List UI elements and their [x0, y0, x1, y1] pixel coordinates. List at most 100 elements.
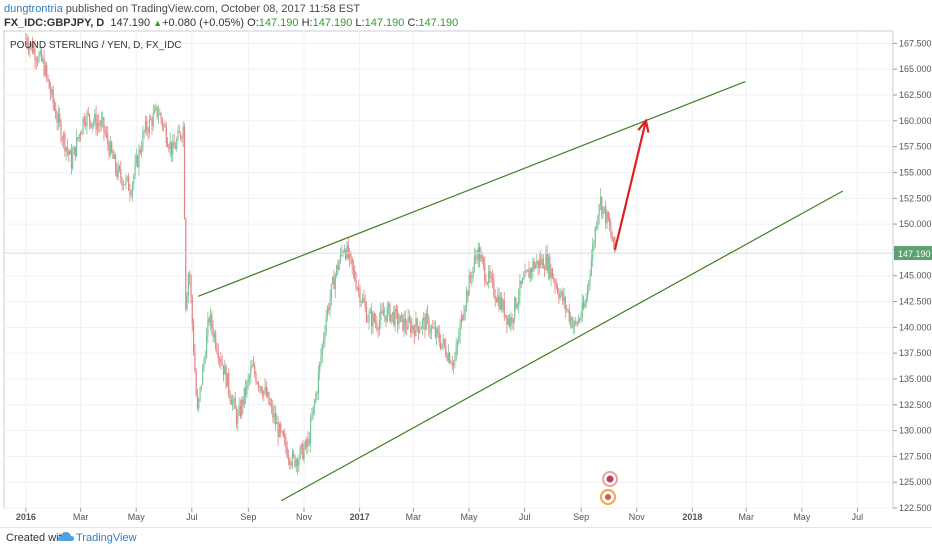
candle-body [589, 274, 591, 282]
y-tick-label: 140.000 [899, 322, 932, 332]
candle-body [114, 155, 117, 170]
candle-body [338, 261, 340, 270]
candle-body [447, 353, 449, 361]
candle-body [36, 60, 39, 62]
candle-body [51, 89, 53, 95]
candle-body [343, 250, 345, 254]
candle-body [481, 255, 483, 259]
candle-body [333, 277, 335, 290]
candle-body [66, 147, 69, 151]
candle-body [502, 300, 504, 310]
candle-body [178, 130, 180, 133]
candle-body [168, 146, 170, 149]
candle-body [407, 317, 409, 330]
candle-body [267, 392, 269, 397]
candle-body [560, 291, 563, 294]
candle-body [385, 315, 387, 322]
candle-body [77, 137, 79, 139]
candle-body [438, 333, 440, 343]
candle-body [316, 393, 318, 395]
price-chart[interactable]: 167.500 165.000 162.500 160.000 157.500 155.0… [0, 0, 932, 527]
candle-body [575, 321, 577, 323]
candle-body [599, 197, 602, 205]
candle-body [358, 288, 360, 289]
candle-body [311, 416, 313, 420]
author-link[interactable]: dungtrontria [4, 3, 63, 15]
candle-body [581, 302, 583, 317]
published-text: published on TradingView.com, October 08… [62, 3, 361, 15]
candle-body [72, 154, 74, 169]
candle-body [68, 150, 70, 155]
candle-body [57, 113, 59, 123]
candle-body [127, 176, 130, 191]
candle-body [588, 281, 590, 287]
candle-body [545, 253, 547, 270]
candle-body [372, 313, 374, 327]
tradingview-brand[interactable]: TradingView [76, 532, 137, 544]
candle-body [469, 275, 472, 279]
close-value: 147.190 [418, 17, 459, 29]
candle-body [334, 275, 336, 290]
candle-body [75, 137, 78, 157]
candle-body [246, 381, 248, 395]
candle-body [270, 404, 273, 406]
candle-body [321, 344, 323, 356]
candle-body [459, 324, 461, 337]
event-markers[interactable] [600, 471, 618, 505]
candle-body [332, 277, 334, 284]
candle-body [593, 243, 595, 246]
candle-body [46, 65, 48, 76]
candle-body [317, 372, 319, 394]
candle-body [163, 125, 165, 127]
candle-body [389, 303, 391, 322]
candle-body [614, 237, 616, 252]
candle-body [300, 443, 303, 448]
candle-body [30, 43, 32, 46]
candle-body [177, 130, 179, 140]
price-axis[interactable]: 167.500 165.000 162.500 160.000 157.500 155.0… [893, 38, 932, 513]
candle-body [200, 385, 202, 388]
candle-body [356, 288, 358, 289]
candle-body [43, 58, 45, 76]
x-tick-label: Mar [406, 512, 422, 522]
target-arrowhead [637, 118, 650, 133]
candle-body [555, 285, 557, 287]
candle-body [441, 343, 443, 349]
candle-body [446, 355, 448, 361]
x-tick-label: Nov [296, 512, 313, 522]
candle-body [467, 291, 469, 296]
candle-body [404, 318, 407, 327]
y-tick-label: 135.000 [899, 374, 932, 384]
candle-body [612, 237, 615, 242]
price-change: +0.080 (+0.05%) [162, 17, 245, 29]
candle-body [92, 122, 95, 124]
candle-body [579, 319, 581, 321]
candle-body [558, 292, 560, 298]
candle-body [155, 106, 157, 110]
candle-body [269, 404, 271, 405]
candle-body [259, 386, 261, 388]
candle-body [299, 447, 301, 459]
candle-body [352, 266, 355, 270]
time-axis[interactable]: 2016 Mar May Jul Sep Nov 2017 Mar May Jul Sep Nov 20… [16, 508, 863, 522]
candle-body [490, 277, 492, 278]
candle-body [52, 89, 54, 103]
candle-body [351, 257, 353, 267]
candle-body [569, 317, 572, 322]
candle-body [460, 315, 462, 325]
candle-body [203, 359, 205, 367]
candle-body [576, 322, 578, 325]
candle-body [425, 313, 427, 330]
candle-body [173, 142, 175, 148]
candle-body [536, 260, 538, 265]
candle-body [56, 117, 58, 123]
symbol-label[interactable]: FX_IDC:GBPJPY, D [4, 17, 105, 29]
candle-body [161, 119, 163, 127]
candle-body [82, 117, 84, 132]
candle-body [371, 311, 373, 327]
candle-body [454, 358, 456, 362]
candle-body [493, 279, 495, 296]
candle-body [172, 142, 174, 155]
candle-body [365, 306, 368, 322]
candle-body [390, 314, 392, 322]
